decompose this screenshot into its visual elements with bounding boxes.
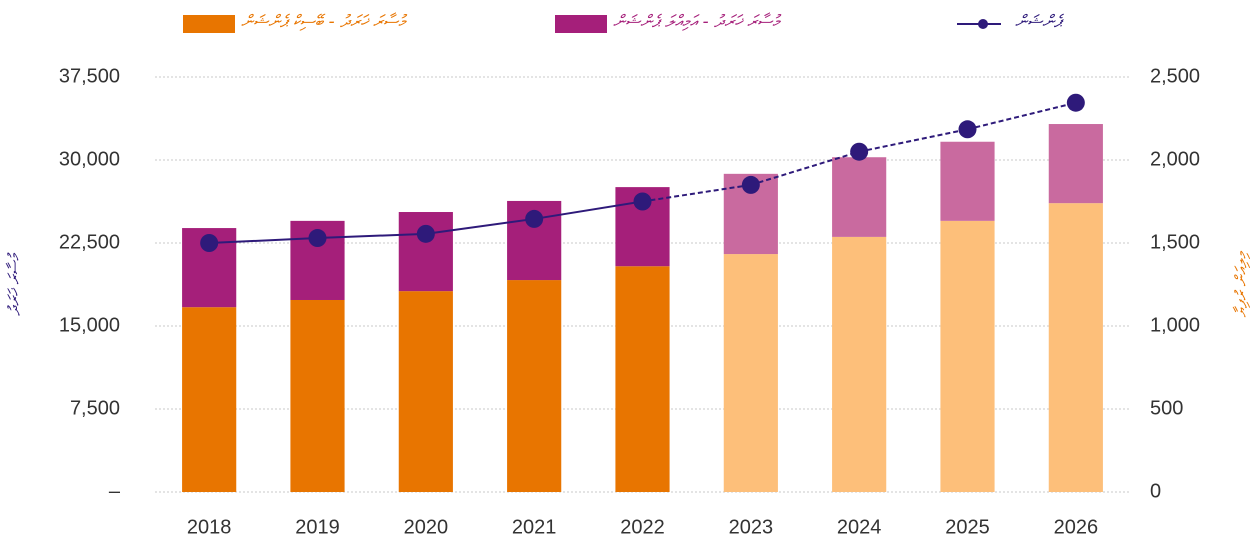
line-segment xyxy=(317,232,426,240)
line-point xyxy=(958,120,977,139)
x-tick-label: 2022 xyxy=(620,516,665,538)
x-tick-label: 2024 xyxy=(837,516,882,538)
bar xyxy=(1048,203,1103,492)
line-point xyxy=(1066,93,1085,112)
legend-swatch xyxy=(555,15,607,33)
x-tick-label: 2026 xyxy=(1054,516,1099,538)
x-tick-label: 2023 xyxy=(729,516,774,538)
bar xyxy=(290,299,345,492)
line-segment xyxy=(209,237,318,244)
x-tick-label: 2021 xyxy=(512,516,557,538)
line-segment xyxy=(425,217,535,235)
legend-marker xyxy=(978,19,988,29)
y2-tick-label: 0 xyxy=(1150,480,1161,502)
legend-label: މުސާރަ ޚަރަދު - އަމިއްލަ ޕެންޝަން xyxy=(613,12,782,32)
y2-tick-label: 500 xyxy=(1150,397,1183,419)
line-point xyxy=(850,142,869,161)
bar xyxy=(615,266,670,492)
y-tick-label: 7,500 xyxy=(70,397,120,419)
bar xyxy=(940,141,995,221)
legend-swatch xyxy=(183,15,235,33)
line-segment xyxy=(967,101,1077,131)
y-axis-title: މުސާރަ ޚަރަދު xyxy=(5,252,24,317)
y2-tick-label: 2,000 xyxy=(1150,148,1200,170)
line-point xyxy=(416,224,435,243)
x-tick-label: 2020 xyxy=(404,516,449,538)
line-segment xyxy=(858,128,968,153)
y2-tick-label: 1,000 xyxy=(1150,314,1200,336)
line-point xyxy=(741,175,760,194)
line-point xyxy=(308,229,327,248)
bar xyxy=(507,280,562,492)
line-segment xyxy=(534,200,643,220)
bar xyxy=(832,157,887,237)
line-point xyxy=(633,192,652,211)
line-segment xyxy=(642,183,751,203)
line-point xyxy=(200,234,219,252)
y-tick-label: 15,000 xyxy=(59,314,120,336)
x-tick-label: 2019 xyxy=(295,516,340,538)
legend-label: ޕެންޝަން xyxy=(1015,12,1065,32)
y-tick-label: – xyxy=(109,480,121,502)
x-tick-label: 2018 xyxy=(187,516,232,538)
bar xyxy=(398,291,453,492)
line-segment xyxy=(750,150,860,186)
bar xyxy=(398,212,453,292)
line-point xyxy=(525,209,544,228)
y-tick-label: 37,500 xyxy=(59,65,120,87)
bar xyxy=(832,236,887,492)
bar xyxy=(723,254,778,492)
y-tick-label: 22,500 xyxy=(59,231,120,253)
legend-label: މުސާރަ ޚަރަދު - ބޭސިކް ޕެންޝަން xyxy=(241,12,408,32)
y2-axis-title: މިލިއަން ރުފިޔާ xyxy=(1232,250,1251,318)
x-tick-label: 2025 xyxy=(945,516,990,538)
bar xyxy=(940,220,995,492)
bar xyxy=(1048,124,1103,204)
y2-tick-label: 2,500 xyxy=(1150,65,1200,87)
bar xyxy=(182,307,237,492)
y-tick-label: 30,000 xyxy=(59,148,120,170)
y2-tick-label: 1,500 xyxy=(1150,231,1200,253)
